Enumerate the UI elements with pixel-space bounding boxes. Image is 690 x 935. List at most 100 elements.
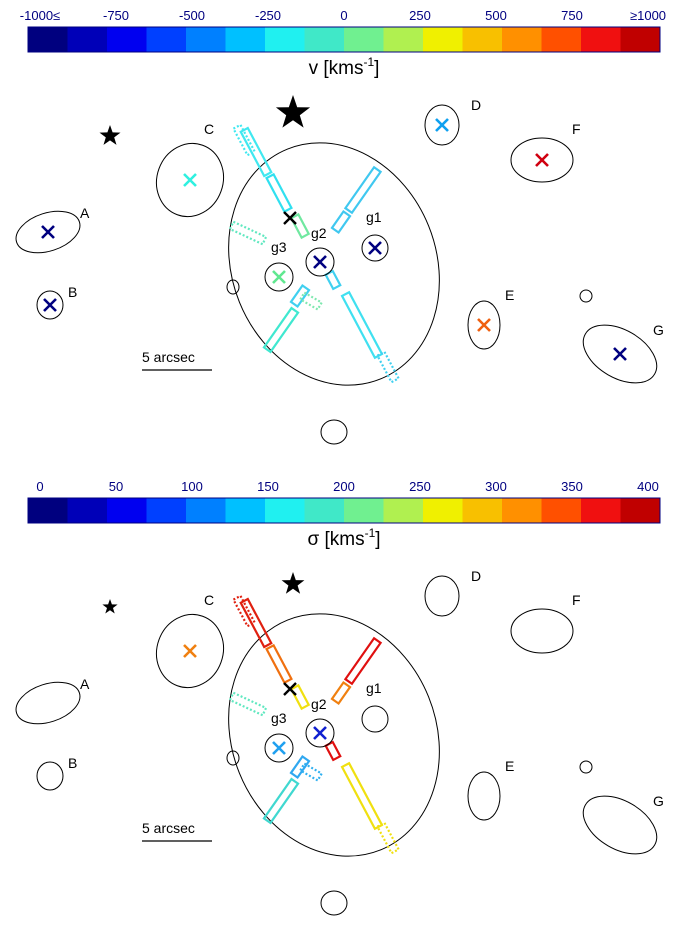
object-B-cross xyxy=(43,298,57,312)
colorbar-swatch xyxy=(146,498,187,523)
slit-segment xyxy=(265,643,293,685)
colorbar-tick-label: 150 xyxy=(257,479,279,494)
small-source xyxy=(320,419,348,445)
object-g1-label: g1 xyxy=(366,209,382,225)
object-E-ellipse xyxy=(467,300,501,350)
object-g2-cross xyxy=(313,726,327,740)
object-G-label: G xyxy=(653,793,664,809)
object-F-ellipse xyxy=(510,608,574,654)
slit-segment xyxy=(265,172,293,214)
object-C-cross xyxy=(183,644,197,658)
colorbar-swatch xyxy=(304,498,345,523)
object-g3-cross xyxy=(272,741,286,755)
colorbar-swatch xyxy=(502,498,542,523)
object-g3-ellipse xyxy=(264,262,294,292)
object-g1-label: g1 xyxy=(366,680,382,696)
colorbar-swatch xyxy=(462,498,503,523)
colorbar-swatch xyxy=(344,27,384,52)
colorbar-swatch xyxy=(265,27,305,52)
object-C-cross xyxy=(183,173,197,187)
slit-segment xyxy=(239,126,273,178)
slit-segment xyxy=(289,754,311,780)
colorbar-tick-label: -750 xyxy=(103,8,129,23)
object-g2-label: g2 xyxy=(311,696,327,712)
object-D-ellipse xyxy=(424,575,460,617)
colorbar-tick-label: 250 xyxy=(409,479,431,494)
slit-segment-dotted xyxy=(375,350,401,384)
object-E-cross xyxy=(477,318,491,332)
object-A-ellipse xyxy=(15,681,81,725)
small-source xyxy=(579,760,593,774)
slit-segment-dotted xyxy=(231,123,257,157)
colorbar-swatch xyxy=(265,498,305,523)
slit-segment-dotted xyxy=(231,594,257,628)
object-C-label: C xyxy=(204,592,214,608)
colorbar-tick-label: -1000≤ xyxy=(20,8,60,23)
star-marker xyxy=(99,125,121,145)
slit-segment xyxy=(289,683,311,711)
slit-segment xyxy=(340,761,384,831)
object-g1-ellipse xyxy=(361,705,389,733)
object-G-label: G xyxy=(653,322,664,338)
slit-segment xyxy=(262,306,300,354)
colorbar-swatch xyxy=(28,27,68,52)
colorbar-swatch xyxy=(383,498,424,523)
colorbar-tick-label: 100 xyxy=(181,479,203,494)
scale-bar-label: 5 arcsec xyxy=(142,349,195,365)
main-halo-ellipse xyxy=(228,142,440,386)
small-source xyxy=(226,279,240,295)
colorbar-frame xyxy=(27,26,661,53)
colorbar-swatch xyxy=(502,27,542,52)
object-g1-ellipse xyxy=(361,234,389,262)
colorbar-swatch xyxy=(107,498,147,523)
velocity-panel: -1000≤ -750 -500 -250 0 250 500 750 ≥1000 v [kms-… xyxy=(15,8,666,445)
colorbar-tick-label: -250 xyxy=(255,8,281,23)
slit-segment-dotted xyxy=(298,291,324,311)
colorbar-tick-label: -500 xyxy=(179,8,205,23)
colorbar-tick-label: 500 xyxy=(485,8,507,23)
object-g2-label: g2 xyxy=(311,225,327,241)
object-D-label: D xyxy=(471,568,481,584)
object-D-cross xyxy=(435,118,449,132)
object-A-label: A xyxy=(80,676,90,692)
colorbar-tick-label: 200 xyxy=(333,479,355,494)
slit-segment xyxy=(343,165,383,215)
colorbar-swatch xyxy=(344,498,384,523)
object-F-label: F xyxy=(572,121,581,137)
object-B-label: B xyxy=(68,284,77,300)
bright-star-marker xyxy=(281,572,305,594)
slit-segment-dotted xyxy=(228,691,268,717)
colorbar-swatch xyxy=(423,27,463,52)
object-F-ellipse xyxy=(510,137,574,183)
colorbar-title: v [kms-1] xyxy=(309,55,380,79)
slit-segment xyxy=(343,636,383,686)
slit-segment xyxy=(289,283,311,309)
object-g3-label: g3 xyxy=(271,239,287,255)
object-F-cross xyxy=(535,153,549,167)
object-g3-label: g3 xyxy=(271,710,287,726)
colorbar-swatch xyxy=(186,498,226,523)
colorbar-swatch xyxy=(462,27,503,52)
colorbar-swatch xyxy=(620,27,661,52)
colorbar-tick-label: 750 xyxy=(561,8,583,23)
dispersion-panel: 0 50 100 150 200 250 300 350 400 σ [kms-1] A B C D E F G… xyxy=(15,479,664,916)
scale-bar-label: 5 arcsec xyxy=(142,820,195,836)
small-source xyxy=(226,750,240,766)
slit-segment-dotted xyxy=(228,220,268,246)
colorbar-swatch xyxy=(581,498,621,523)
object-g2-cross xyxy=(313,255,327,269)
slit-segment xyxy=(330,680,352,706)
object-B-label: B xyxy=(68,755,77,771)
colorbar-tick-label: 0 xyxy=(36,479,43,494)
colorbar: 0 50 100 150 200 250 300 350 400 σ [kms-1] xyxy=(27,479,661,550)
colorbar-swatch xyxy=(383,27,424,52)
object-C-label: C xyxy=(204,121,214,137)
colorbar-tick-label: 300 xyxy=(485,479,507,494)
colorbar-swatch xyxy=(107,27,147,52)
bright-star-marker xyxy=(275,95,311,128)
colorbar-tick-label: 400 xyxy=(637,479,659,494)
colorbar-swatch xyxy=(67,498,108,523)
object-g2-ellipse xyxy=(305,247,335,277)
colorbar-swatch xyxy=(541,498,582,523)
object-B-ellipse xyxy=(36,761,64,791)
